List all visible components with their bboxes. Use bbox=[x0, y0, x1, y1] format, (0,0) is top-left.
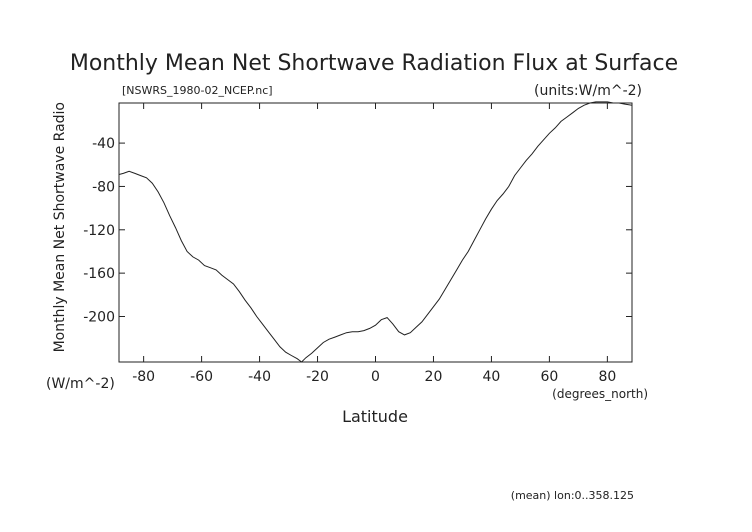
file-label: [NSWRS_1980-02_NCEP.nc] bbox=[122, 84, 273, 97]
x-tick-label: 0 bbox=[371, 369, 380, 385]
x-tick-label: -60 bbox=[190, 369, 213, 385]
y-tick-label: -80 bbox=[92, 179, 115, 195]
x-tick-label: -20 bbox=[306, 369, 329, 385]
x-tick-label: 60 bbox=[540, 369, 558, 385]
y-tick-label: -120 bbox=[83, 223, 115, 239]
chart-title: Monthly Mean Net Shortwave Radiation Flu… bbox=[70, 51, 678, 76]
y-axis-units-label: (W/m^-2) bbox=[46, 376, 115, 392]
units-label: (units:W/m^-2) bbox=[534, 83, 642, 99]
y-tick-label: -40 bbox=[92, 136, 115, 152]
y-tick-label: -200 bbox=[83, 309, 115, 325]
series-line bbox=[118, 101, 633, 363]
y-axis-label: Monthly Mean Net Shortwave Radio bbox=[52, 102, 68, 352]
x-axis-label: Latitude bbox=[342, 407, 408, 426]
x-tick-label: -80 bbox=[132, 369, 155, 385]
footer-note: (mean) lon:0..358.125 bbox=[511, 489, 634, 502]
x-tick-label: 40 bbox=[483, 369, 501, 385]
x-axis-units-label: (degrees_north) bbox=[552, 387, 648, 401]
y-tick-label: -160 bbox=[83, 266, 115, 282]
x-tick-label: 20 bbox=[425, 369, 443, 385]
axes: -80 -60 -40 -20 0 20 40 60 80-40-80-120-160-200 bbox=[83, 103, 632, 385]
x-tick-label: 80 bbox=[598, 369, 616, 385]
x-tick-label: -40 bbox=[248, 369, 271, 385]
plot-frame bbox=[118, 102, 633, 363]
